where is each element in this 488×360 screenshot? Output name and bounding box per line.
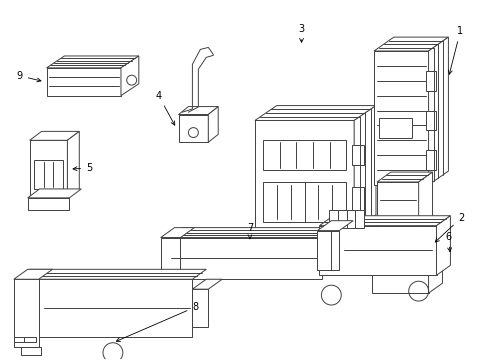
Bar bbox=[16, 279, 192, 337]
Polygon shape bbox=[371, 261, 442, 271]
Polygon shape bbox=[373, 37, 447, 51]
Bar bbox=[161, 238, 180, 289]
Bar bbox=[34, 161, 63, 189]
Text: 3: 3 bbox=[298, 24, 304, 42]
Bar bbox=[263, 140, 346, 170]
Bar bbox=[425, 150, 435, 170]
Polygon shape bbox=[192, 279, 222, 289]
Bar bbox=[263, 182, 346, 222]
Bar bbox=[317, 231, 339, 270]
Bar bbox=[328, 210, 364, 228]
Polygon shape bbox=[319, 216, 449, 226]
Bar bbox=[351, 187, 364, 217]
Bar bbox=[351, 145, 364, 165]
Polygon shape bbox=[427, 37, 447, 185]
Polygon shape bbox=[161, 228, 194, 238]
Bar bbox=[161, 289, 180, 297]
Text: 2: 2 bbox=[434, 213, 464, 242]
Bar bbox=[254, 121, 353, 230]
Bar bbox=[319, 226, 436, 275]
Polygon shape bbox=[16, 269, 206, 279]
Polygon shape bbox=[427, 261, 442, 293]
Text: 8: 8 bbox=[116, 302, 198, 342]
Bar bbox=[373, 51, 427, 185]
Polygon shape bbox=[121, 56, 139, 96]
Bar bbox=[14, 279, 39, 347]
Bar bbox=[425, 111, 435, 130]
Bar bbox=[376, 182, 418, 271]
Text: 1: 1 bbox=[447, 26, 463, 74]
Polygon shape bbox=[46, 56, 139, 68]
Bar bbox=[425, 71, 435, 91]
Bar bbox=[20, 347, 41, 355]
Polygon shape bbox=[418, 172, 432, 271]
Polygon shape bbox=[208, 107, 218, 142]
Bar bbox=[168, 238, 322, 279]
Polygon shape bbox=[322, 235, 353, 246]
Bar bbox=[46, 68, 121, 96]
Polygon shape bbox=[254, 105, 375, 121]
Polygon shape bbox=[376, 172, 432, 182]
Polygon shape bbox=[178, 107, 218, 114]
Polygon shape bbox=[28, 189, 81, 198]
Bar bbox=[192, 289, 208, 327]
Bar bbox=[371, 271, 427, 293]
Text: 4: 4 bbox=[155, 91, 174, 125]
Bar bbox=[24, 337, 36, 342]
Bar bbox=[30, 140, 67, 198]
Polygon shape bbox=[436, 216, 449, 275]
Text: 7: 7 bbox=[246, 222, 253, 239]
Polygon shape bbox=[168, 228, 336, 238]
Text: 5: 5 bbox=[73, 163, 92, 173]
Bar bbox=[378, 118, 411, 138]
Polygon shape bbox=[67, 131, 79, 198]
Text: 9: 9 bbox=[17, 71, 41, 82]
Bar bbox=[322, 246, 340, 271]
Bar bbox=[28, 198, 69, 210]
Polygon shape bbox=[353, 105, 375, 230]
Polygon shape bbox=[317, 221, 352, 231]
Polygon shape bbox=[30, 131, 79, 140]
Text: 6: 6 bbox=[445, 231, 450, 252]
Bar bbox=[178, 114, 208, 142]
Bar bbox=[14, 337, 26, 342]
Polygon shape bbox=[14, 269, 52, 279]
